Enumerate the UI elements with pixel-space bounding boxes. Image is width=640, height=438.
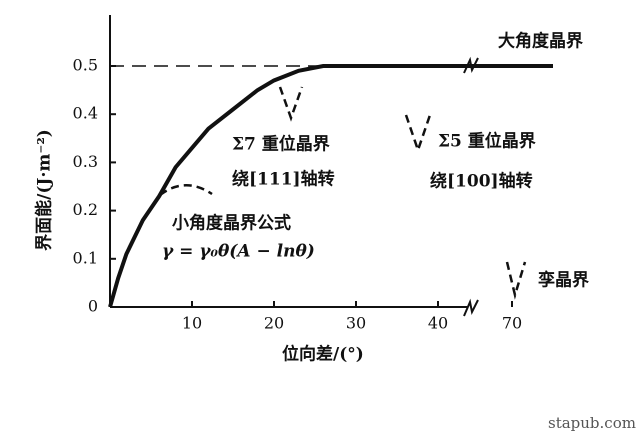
watermark: stapub.com bbox=[548, 414, 636, 432]
sigma7-dip bbox=[278, 86, 304, 122]
y-tick-label: 0.3 bbox=[73, 152, 98, 171]
x-tick-label: 30 bbox=[346, 314, 366, 333]
annotation: 孪晶界 bbox=[538, 270, 589, 291]
sigma5-dip bbox=[404, 114, 432, 154]
annotation: Σ5 重位晶界 bbox=[438, 131, 536, 152]
low-angle-curve bbox=[159, 184, 213, 197]
x-tick-label: 20 bbox=[264, 314, 284, 333]
annotation: 绕[100]轴转 bbox=[430, 171, 533, 192]
x-tick-label: 40 bbox=[428, 314, 448, 333]
annotation: 小角度晶界公式 bbox=[172, 213, 291, 234]
y-tick-label: 0.5 bbox=[73, 56, 98, 75]
y-tick-label: 0.1 bbox=[73, 248, 98, 267]
y-tick-label: 0.4 bbox=[73, 104, 98, 123]
line-series bbox=[108, 64, 553, 308]
annotation: 绕[111]轴转 bbox=[232, 169, 335, 190]
x-tick-label: 70 bbox=[502, 314, 522, 333]
x-axis-label: 位向差/(°) bbox=[282, 344, 364, 365]
twin-dip bbox=[505, 261, 527, 300]
y-tick-label: 0.2 bbox=[73, 200, 98, 219]
annotation: 大角度晶界 bbox=[498, 31, 583, 52]
annotation: Σ7 重位晶界 bbox=[232, 134, 330, 155]
x-tick-label: 10 bbox=[182, 314, 202, 333]
axis-break bbox=[463, 298, 479, 317]
y-tick-label: 0 bbox=[88, 297, 98, 316]
annotation: γ = γ₀θ(A − lnθ) bbox=[162, 242, 315, 262]
y-axis-label: 界面能/(J·m⁻²) bbox=[34, 129, 55, 251]
